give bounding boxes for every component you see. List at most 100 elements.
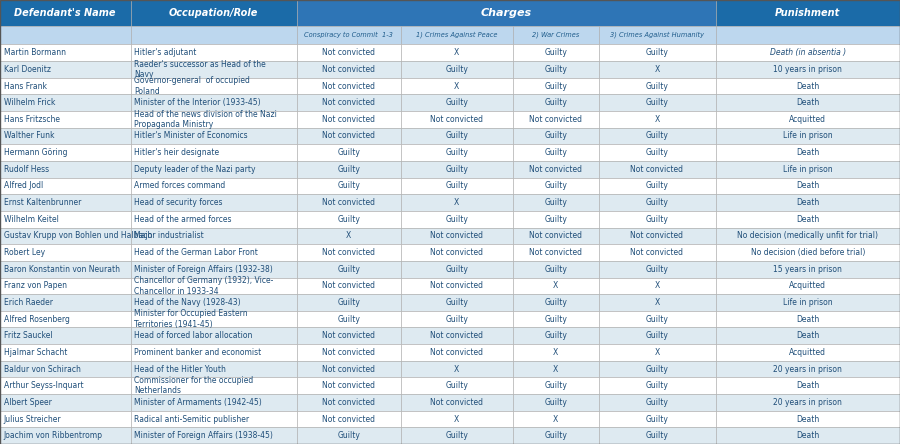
Text: X: X	[654, 298, 660, 307]
Bar	[513, 111, 599, 128]
Bar	[598, 361, 716, 377]
Text: X: X	[654, 115, 660, 124]
Text: Guilty: Guilty	[645, 82, 669, 91]
Bar	[130, 61, 297, 78]
Text: Life in prison: Life in prison	[783, 131, 832, 140]
Text: Rudolf Hess: Rudolf Hess	[4, 165, 49, 174]
Text: Not convicted: Not convicted	[322, 82, 375, 91]
Bar	[297, 0, 716, 26]
Bar	[598, 194, 716, 211]
Bar	[716, 278, 900, 294]
Text: Joachim von Ribbentromp: Joachim von Ribbentromp	[4, 431, 103, 440]
Bar	[400, 144, 513, 161]
Text: Wilhelm Keitel: Wilhelm Keitel	[4, 215, 58, 224]
Bar	[716, 44, 900, 61]
Bar	[400, 394, 513, 411]
Text: Head of security forces: Head of security forces	[134, 198, 222, 207]
Text: Commissioner for the occupied
Netherlands: Commissioner for the occupied Netherland…	[134, 376, 254, 396]
Bar	[0, 61, 130, 78]
Bar	[0, 411, 130, 427]
Text: Guilty: Guilty	[446, 131, 468, 140]
Text: No decision (died before trial): No decision (died before trial)	[751, 248, 865, 257]
Bar	[400, 411, 513, 427]
Text: Not convicted: Not convicted	[322, 248, 375, 257]
Bar	[400, 228, 513, 244]
Text: Guilty: Guilty	[544, 98, 567, 107]
Bar	[716, 194, 900, 211]
Bar	[0, 161, 130, 178]
Text: X: X	[654, 281, 660, 290]
Text: 15 years in prison: 15 years in prison	[773, 265, 842, 274]
Text: X: X	[454, 82, 459, 91]
Bar	[130, 111, 297, 128]
Text: Guilty: Guilty	[544, 148, 567, 157]
Bar	[598, 294, 716, 311]
Text: Not convicted: Not convicted	[631, 165, 683, 174]
Text: Hermann Göring: Hermann Göring	[4, 148, 67, 157]
Text: Not convicted: Not convicted	[631, 248, 683, 257]
Bar	[130, 95, 297, 111]
Text: Ernst Kaltenbrunner: Ernst Kaltenbrunner	[4, 198, 81, 207]
Bar	[297, 44, 400, 61]
Text: Death: Death	[796, 182, 819, 190]
Text: Defendant's Name: Defendant's Name	[14, 8, 116, 18]
Bar	[297, 61, 400, 78]
Text: Guilty: Guilty	[338, 315, 360, 324]
Bar	[0, 427, 130, 444]
Text: Guilty: Guilty	[446, 148, 468, 157]
Bar	[513, 161, 599, 178]
Text: Karl Doenitz: Karl Doenitz	[4, 65, 50, 74]
Bar	[400, 95, 513, 111]
Bar	[130, 294, 297, 311]
Text: Guilty: Guilty	[645, 415, 669, 424]
Text: Not convicted: Not convicted	[322, 415, 375, 424]
Bar	[598, 278, 716, 294]
Bar	[400, 78, 513, 95]
Bar	[716, 261, 900, 278]
Bar	[513, 178, 599, 194]
Bar	[0, 44, 130, 61]
Text: Not convicted: Not convicted	[529, 165, 582, 174]
Bar	[716, 244, 900, 261]
Text: Deputy leader of the Nazi party: Deputy leader of the Nazi party	[134, 165, 256, 174]
Text: Gustav Krupp von Bohlen und Halbach: Gustav Krupp von Bohlen und Halbach	[4, 231, 152, 240]
Text: Guilty: Guilty	[645, 131, 669, 140]
Text: Erich Raeder: Erich Raeder	[4, 298, 52, 307]
Bar	[598, 411, 716, 427]
Bar	[297, 128, 400, 144]
Text: Guilty: Guilty	[338, 431, 360, 440]
Bar	[400, 111, 513, 128]
Bar	[297, 144, 400, 161]
Text: Guilty: Guilty	[645, 198, 669, 207]
Text: X: X	[554, 281, 558, 290]
Text: Life in prison: Life in prison	[783, 165, 832, 174]
Bar	[297, 344, 400, 361]
Text: Guilty: Guilty	[645, 215, 669, 224]
Text: Head of the news division of the Nazi
Propaganda Ministry: Head of the news division of the Nazi Pr…	[134, 110, 277, 129]
Bar	[297, 161, 400, 178]
Bar	[297, 111, 400, 128]
Text: Not convicted: Not convicted	[322, 48, 375, 57]
Bar	[513, 128, 599, 144]
Text: Not convicted: Not convicted	[430, 331, 483, 340]
Text: Not convicted: Not convicted	[322, 65, 375, 74]
Text: Minister of Foreign Affairs (1932-38): Minister of Foreign Affairs (1932-38)	[134, 265, 273, 274]
Text: Not convicted: Not convicted	[529, 115, 582, 124]
Text: Martin Bormann: Martin Bormann	[4, 48, 66, 57]
Text: X: X	[454, 48, 459, 57]
Bar	[0, 0, 130, 26]
Bar	[130, 311, 297, 328]
Bar	[297, 294, 400, 311]
Bar	[0, 294, 130, 311]
Bar	[400, 161, 513, 178]
Bar	[716, 228, 900, 244]
Text: Guilty: Guilty	[544, 298, 567, 307]
Text: Hjalmar Schacht: Hjalmar Schacht	[4, 348, 67, 357]
Bar	[400, 244, 513, 261]
Bar	[0, 128, 130, 144]
Bar	[513, 78, 599, 95]
Text: Death: Death	[796, 198, 819, 207]
Text: Guilty: Guilty	[446, 182, 468, 190]
Bar	[0, 261, 130, 278]
Text: Not convicted: Not convicted	[322, 131, 375, 140]
